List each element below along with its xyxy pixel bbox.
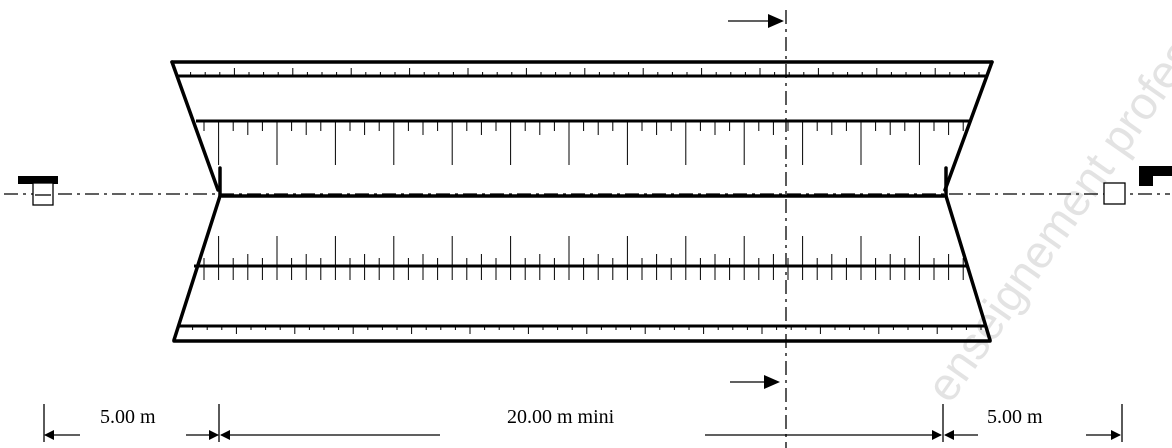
ruler-bottom-inner	[194, 236, 966, 280]
hurdle-marker-icon	[18, 176, 58, 206]
section-arrow-icon	[728, 14, 784, 28]
section-arrow-icon	[730, 375, 780, 389]
ruler-top-inner	[196, 119, 970, 165]
track-outline	[170, 60, 994, 343]
hurdle-marker-icon	[1103, 166, 1172, 205]
dimension-label-right: 5.00 m	[987, 406, 1043, 428]
ruler-top-outer	[176, 68, 988, 78]
dimension-label-left: 5.00 m	[100, 406, 156, 428]
dimension-label-center: 20.00 m mini	[507, 406, 615, 428]
ruler-bottom-outer	[178, 324, 986, 334]
